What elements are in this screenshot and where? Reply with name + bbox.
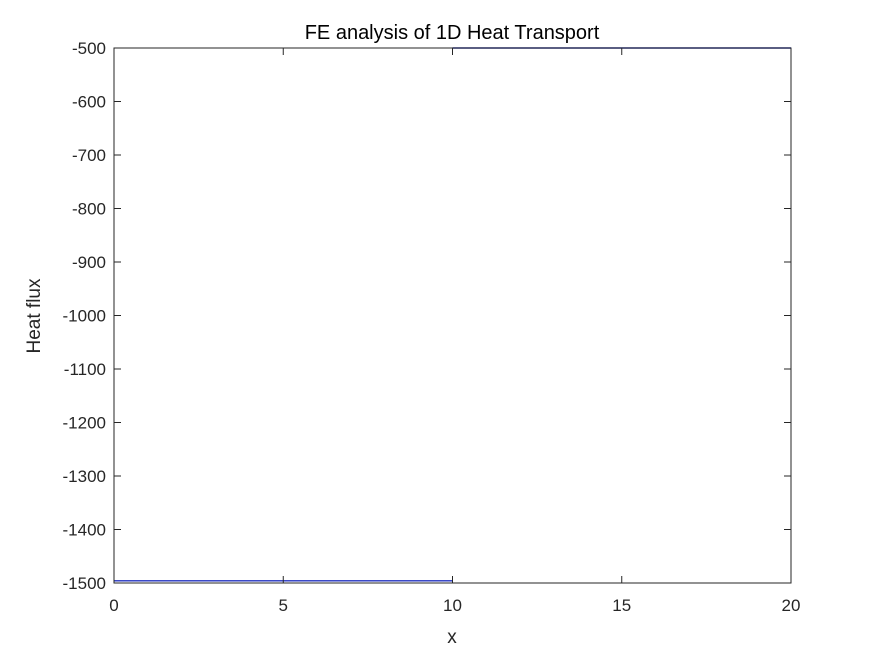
x-tick-label: 0	[109, 596, 118, 615]
ticks-layer: 0 5 10 15 20 -500 -600 -700 -800 -900 -1000 -1100 -1…	[63, 39, 801, 615]
plot-background	[114, 48, 791, 583]
y-tick-label: -500	[72, 39, 106, 58]
y-tick-label: -1100	[64, 360, 106, 379]
y-tick-label: -900	[72, 253, 106, 272]
x-tick-label: 15	[612, 596, 631, 615]
y-tick-label: -800	[72, 200, 106, 219]
y-axis-label: Heat flux	[24, 278, 45, 353]
y-tick-label: -1500	[63, 574, 106, 593]
y-tick-label: -1300	[63, 467, 106, 486]
x-tick-label: 10	[443, 596, 462, 615]
y-tick-label: -700	[72, 146, 106, 165]
plot-frame	[113, 47, 792, 584]
chart-title: FE analysis of 1D Heat Transport	[305, 22, 600, 44]
x-axis-label: x	[447, 627, 457, 648]
x-tick-label: 20	[782, 596, 801, 615]
y-tick-label: -1000	[63, 307, 106, 326]
y-tick-label: -600	[72, 93, 106, 112]
y-tick-label: -1400	[63, 521, 106, 540]
y-tick-label: -1200	[63, 414, 106, 433]
x-tick-label: 5	[279, 596, 288, 615]
